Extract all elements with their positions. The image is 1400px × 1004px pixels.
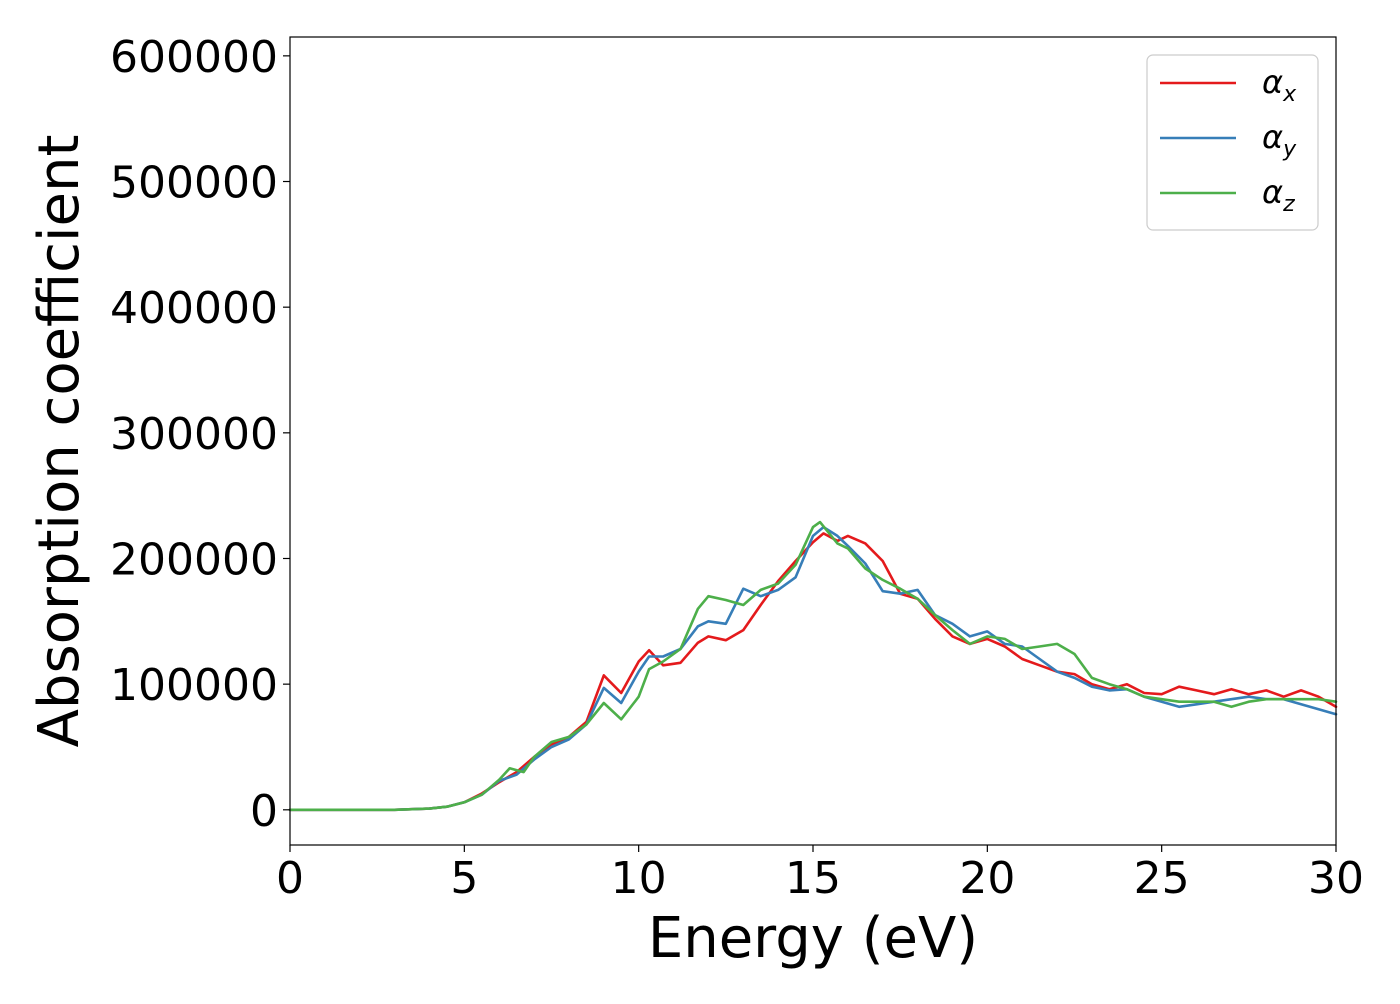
series-line-x <box>288 532 1338 812</box>
y-axis-title: Absorption coefficient <box>27 135 92 748</box>
y-axis-ticks: 0 100000 200000 300000 400000 500000 600000 <box>110 32 290 837</box>
y-tick-label: 300000 <box>110 409 278 460</box>
x-tick-label: 20 <box>959 853 1015 904</box>
x-tick-label: 10 <box>611 853 667 904</box>
legend-label-subscript: x <box>1282 82 1297 107</box>
x-tick-label: 30 <box>1308 853 1364 904</box>
legend-label-base: α <box>1262 63 1283 101</box>
x-tick-label: 0 <box>276 853 304 904</box>
legend-label-base: α <box>1262 118 1283 156</box>
x-tick-label: 25 <box>1134 853 1190 904</box>
legend-label-x: αx <box>1262 63 1297 107</box>
legend-label-subscript: z <box>1282 192 1295 217</box>
y-tick-label: 0 <box>250 786 278 837</box>
y-tick-label: 600000 <box>110 32 278 83</box>
legend-label-z: αz <box>1262 173 1295 217</box>
y-tick-label: 500000 <box>110 158 278 209</box>
y-tick-label: 400000 <box>110 283 278 334</box>
legend-label-base: α <box>1262 173 1283 211</box>
x-axis-ticks: 0 5 10 15 20 25 30 <box>276 845 1364 904</box>
y-tick-label: 200000 <box>110 534 278 585</box>
legend-label-y: αy <box>1262 118 1297 162</box>
legend-box <box>1146 54 1319 231</box>
series-line-y <box>288 525 1338 812</box>
series-line-z <box>288 520 1338 812</box>
legend-label-subscript: y <box>1282 137 1297 162</box>
x-tick-label: 5 <box>450 853 478 904</box>
series-layer <box>288 520 1338 812</box>
x-tick-label: 15 <box>785 853 841 904</box>
y-tick-label: 100000 <box>110 660 278 711</box>
x-axis-title: Energy (eV) <box>648 906 978 971</box>
